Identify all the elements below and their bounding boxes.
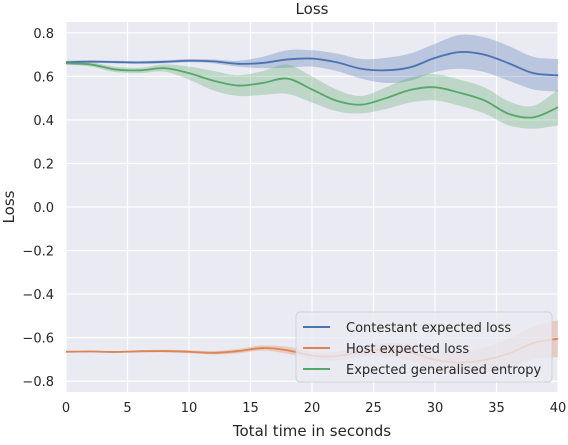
y-tick-labels: 0.8 0.6 0.4 0.2 0.0 −0.2 −0.4 −0.6 −0.8 <box>22 27 54 390</box>
y-tick-label: −0.2 <box>22 245 54 260</box>
x-tick-label: 40 <box>550 401 567 416</box>
legend: Contestant expected loss Host expected lo… <box>295 311 553 383</box>
series-line-2 <box>65 62 559 119</box>
x-tick-label: 20 <box>304 401 321 416</box>
x-tick-label: 10 <box>181 401 198 416</box>
legend-label: Contestant expected loss <box>346 321 511 336</box>
grid <box>65 22 559 392</box>
y-axis-label: Loss <box>0 190 18 223</box>
y-tick-label: 0.0 <box>33 201 54 216</box>
series-line-0 <box>65 51 559 77</box>
y-tick-label: 0.8 <box>33 27 54 42</box>
x-tick-label: 5 <box>123 401 131 416</box>
y-tick-label: −0.4 <box>22 288 54 303</box>
x-tick-label: 35 <box>488 401 505 416</box>
chart-title: Loss <box>296 0 329 18</box>
y-tick-label: −0.6 <box>22 332 54 347</box>
x-tick-label: 30 <box>427 401 444 416</box>
x-axis-label: Total time in seconds <box>232 422 391 440</box>
legend-label: Host expected loss <box>346 342 469 357</box>
x-tick-label: 0 <box>62 401 70 416</box>
confidence-band-0 <box>66 34 558 92</box>
y-tick-label: 0.2 <box>33 157 54 172</box>
y-tick-label: −0.8 <box>22 375 54 390</box>
legend-label: Expected generalised entropy <box>346 363 542 378</box>
x-tick-labels: 0 5 10 15 20 25 30 35 40 <box>62 401 566 416</box>
y-tick-label: 0.6 <box>33 70 54 85</box>
x-tick-label: 25 <box>365 401 382 416</box>
confidence-band-2 <box>66 61 558 129</box>
y-tick-label: 0.4 <box>33 114 54 129</box>
x-tick-label: 15 <box>242 401 259 416</box>
legend-frame <box>295 311 553 383</box>
